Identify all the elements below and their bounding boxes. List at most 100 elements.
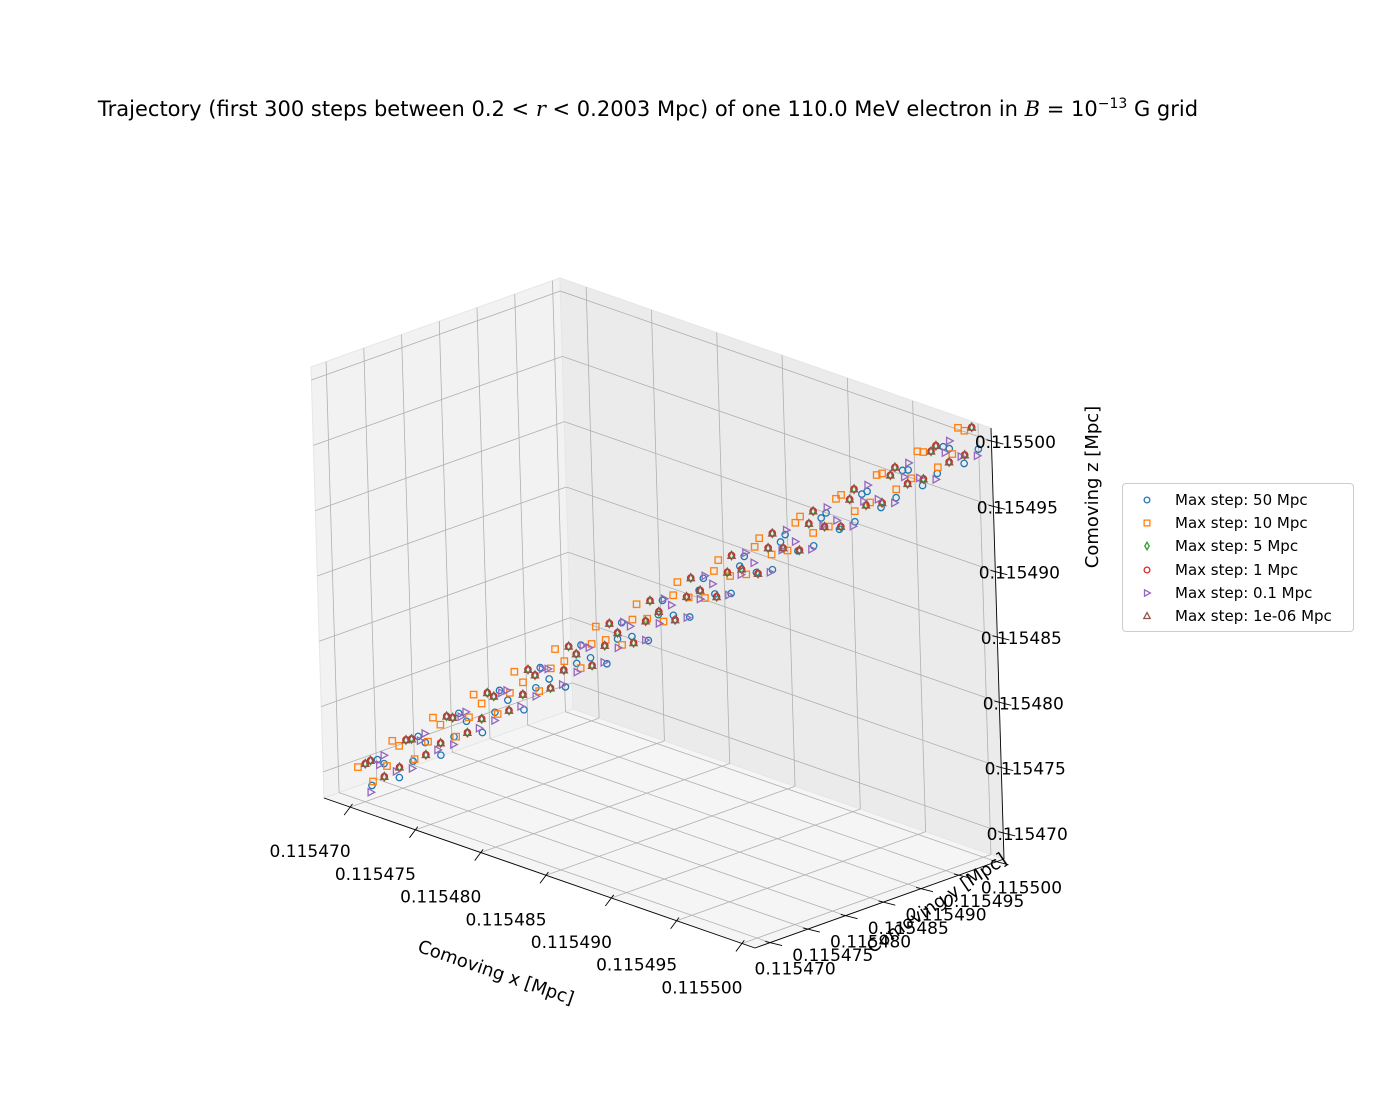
marker-series-5 bbox=[926, 446, 936, 455]
marker-series-5 bbox=[645, 595, 655, 605]
marker-series-0 bbox=[740, 552, 749, 561]
z-tick bbox=[988, 504, 1006, 510]
z-tick bbox=[986, 439, 1004, 445]
x-tick-label: 0.115495 bbox=[596, 956, 677, 976]
x-tick-label: 0.115485 bbox=[465, 910, 546, 930]
marker-series-0 bbox=[960, 459, 968, 468]
marker-series-5 bbox=[918, 473, 929, 483]
grid-x-back bbox=[585, 287, 600, 719]
z-tick-label: 0.115470 bbox=[987, 825, 1068, 845]
marker-series-1 bbox=[837, 491, 845, 499]
marker-series-1 bbox=[452, 732, 460, 741]
x-tick-label: 0.115470 bbox=[270, 842, 351, 862]
marker-series-5 bbox=[885, 470, 895, 479]
grid-y-floor bbox=[452, 751, 884, 903]
marker-series-5 bbox=[681, 591, 692, 601]
y-tick-label: 0.115475 bbox=[792, 946, 873, 966]
marker-series-0 bbox=[437, 751, 445, 760]
marker-series-4 bbox=[408, 763, 418, 774]
y-tick bbox=[991, 860, 1009, 866]
marker-series-5 bbox=[379, 771, 389, 781]
grid-x-floor bbox=[676, 831, 926, 922]
grid-x-floor bbox=[741, 854, 992, 944]
marker-series-5 bbox=[849, 483, 859, 493]
marker-series-1 bbox=[850, 507, 859, 516]
marker-series-1 bbox=[429, 713, 437, 722]
legend-entry: Max step: 1e-06 Mpc bbox=[1123, 604, 1353, 627]
legend-marker-icon bbox=[1144, 541, 1150, 552]
z-tick bbox=[996, 765, 1014, 772]
marker-series-4 bbox=[626, 621, 636, 631]
marker-series-0 bbox=[478, 728, 487, 737]
marker-series-0 bbox=[586, 653, 595, 662]
marker-series-5 bbox=[421, 749, 431, 759]
marker-series-0 bbox=[462, 717, 471, 726]
grid-z-side bbox=[313, 355, 563, 446]
marker-series-1 bbox=[632, 600, 641, 609]
grid-x-floor bbox=[480, 763, 730, 853]
legend-marker-icon bbox=[1143, 519, 1151, 527]
grid-y-side bbox=[552, 280, 566, 712]
marker-series-5 bbox=[640, 615, 651, 625]
marker-series-5 bbox=[462, 727, 473, 737]
x-tick bbox=[409, 826, 419, 839]
legend-entry: Max step: 10 Mpc bbox=[1123, 511, 1353, 534]
grid-y-side bbox=[514, 294, 529, 726]
marker-series-5 bbox=[767, 528, 777, 537]
marker-series-5 bbox=[600, 640, 610, 650]
x-tick bbox=[735, 939, 745, 952]
z-tick bbox=[998, 831, 1016, 837]
marker-series-0 bbox=[699, 574, 708, 583]
legend-label: Max step: 50 Mpc bbox=[1175, 490, 1308, 509]
marker-series-5 bbox=[545, 682, 556, 692]
marker-series-4 bbox=[905, 458, 914, 468]
marker-series-5 bbox=[504, 705, 514, 714]
marker-series-5 bbox=[722, 567, 732, 576]
z-tick bbox=[990, 570, 1008, 576]
grid-x-back bbox=[977, 423, 992, 855]
marker-series-5 bbox=[808, 505, 818, 515]
x-tick bbox=[474, 849, 484, 861]
marker-series-4 bbox=[462, 707, 471, 717]
y-tick-label: 0.115495 bbox=[943, 892, 1024, 912]
marker-series-5 bbox=[711, 591, 722, 601]
marker-series-4 bbox=[475, 723, 485, 733]
marker-series-5 bbox=[861, 500, 871, 509]
marker-series-4 bbox=[655, 618, 665, 629]
marker-series-1 bbox=[560, 657, 569, 665]
grid-z-side bbox=[321, 617, 571, 707]
marker-series-1 bbox=[872, 471, 881, 479]
z-tick-label: 0.115490 bbox=[979, 564, 1060, 584]
marker-series-1 bbox=[755, 534, 764, 543]
marker-series-4 bbox=[538, 664, 548, 674]
grid-x-back bbox=[651, 309, 665, 741]
marker-series-0 bbox=[368, 781, 376, 790]
marker-series-4 bbox=[620, 617, 629, 627]
marker-series-5 bbox=[763, 542, 773, 552]
marker-series-5 bbox=[890, 462, 900, 471]
marker-series-4 bbox=[660, 594, 670, 604]
x-tick bbox=[539, 871, 549, 884]
y-axis-line bbox=[754, 858, 1005, 949]
legend-marker-icon bbox=[1143, 588, 1152, 598]
marker-series-4 bbox=[782, 525, 792, 535]
marker-series-1 bbox=[933, 463, 942, 472]
marker-series-1 bbox=[424, 737, 432, 746]
marker-series-4 bbox=[498, 688, 507, 698]
marker-series-4 bbox=[860, 496, 869, 506]
marker-series-0 bbox=[781, 530, 789, 539]
marker-series-4 bbox=[973, 451, 983, 461]
z-tick-label: 0.115475 bbox=[985, 760, 1066, 780]
marker-series-0 bbox=[395, 773, 404, 782]
x-tick-label: 0.115475 bbox=[335, 865, 416, 885]
marker-series-4 bbox=[945, 436, 955, 446]
grid-x-floor bbox=[611, 808, 861, 899]
marker-series-4 bbox=[696, 594, 706, 604]
marker-series-1 bbox=[519, 678, 527, 687]
marker-series-4 bbox=[614, 643, 624, 653]
data-markers bbox=[354, 421, 983, 797]
grid-y-floor bbox=[565, 711, 997, 863]
marker-series-4 bbox=[742, 548, 751, 558]
y-tick-label: 0.115490 bbox=[905, 906, 986, 926]
grid-x-back bbox=[781, 355, 796, 787]
